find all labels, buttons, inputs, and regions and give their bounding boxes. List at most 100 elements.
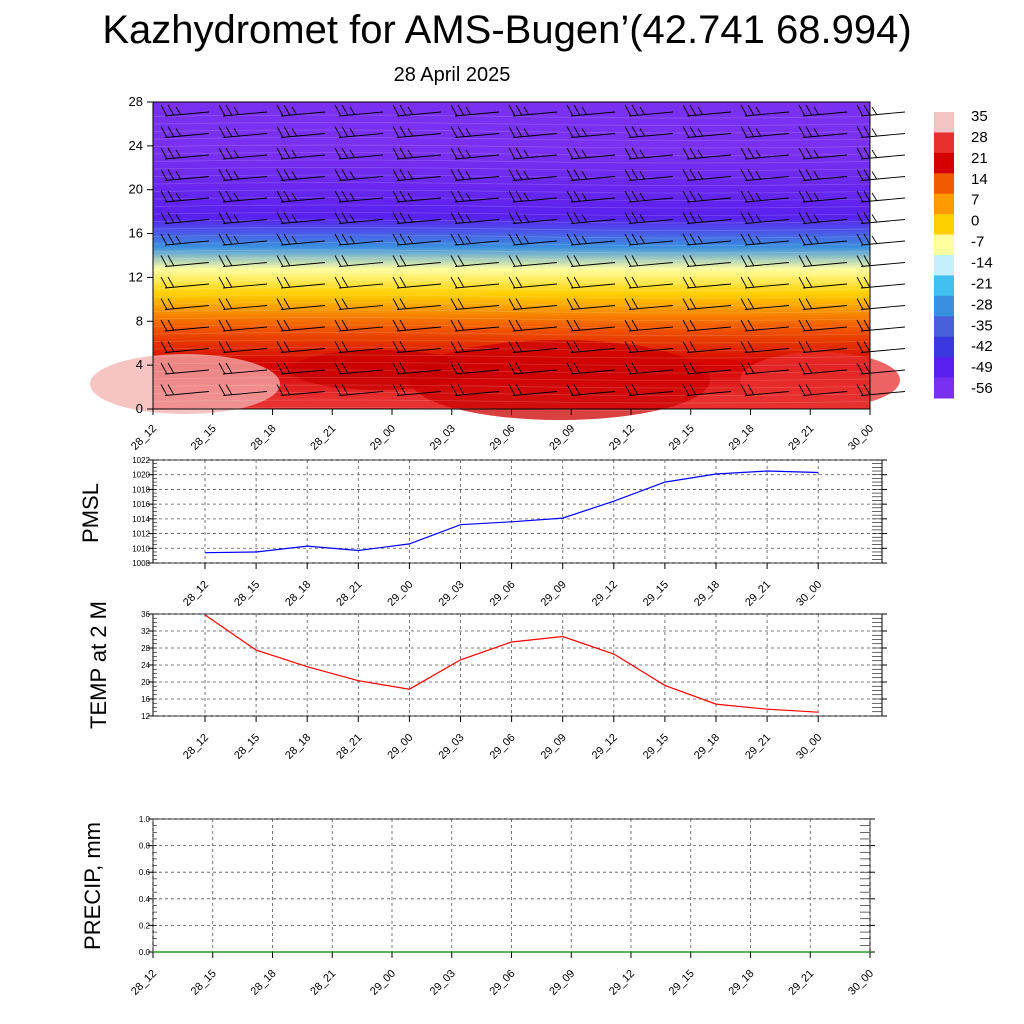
wind-barb (450, 233, 500, 246)
wind-barb (566, 190, 616, 203)
wind-barb (218, 169, 268, 181)
x-tick-label: 29_12 (607, 968, 637, 998)
wind-barb (682, 104, 732, 117)
wind-barb (276, 126, 326, 138)
x-tick-label: 29_06 (488, 732, 518, 762)
x-tick-label: 29_00 (385, 732, 415, 762)
chart-subtitle: 28 April 2025 (393, 64, 511, 86)
wind-barb (508, 384, 558, 396)
x-tick-label: 28_21 (308, 968, 338, 998)
colorbar-segment (934, 336, 954, 358)
colorbar-segment (934, 193, 954, 215)
wind-barb (276, 212, 326, 224)
wind-barb (798, 104, 848, 117)
wind-barb (624, 362, 674, 375)
wind-barb (392, 384, 442, 396)
wind-barb (334, 341, 384, 353)
isotherm (152, 167, 871, 171)
isotherm (152, 384, 871, 389)
colorbar-label: -28 (971, 296, 993, 313)
colorbar-segment (934, 152, 954, 174)
wind-barb (856, 233, 906, 246)
wind-barb (392, 362, 442, 375)
wind-barb (160, 384, 210, 396)
wind-barb (508, 298, 558, 310)
wind-barb (276, 341, 326, 353)
wind-barb (218, 190, 268, 203)
wind-barb (798, 276, 848, 289)
wind-barb (276, 169, 326, 181)
isotherm (152, 257, 871, 261)
y-tick-label: 28 (129, 94, 143, 109)
wind-barb (624, 384, 674, 396)
wind-barb (450, 190, 500, 203)
x-tick-label: 29_00 (368, 423, 398, 453)
isotherm (152, 332, 871, 336)
wind-barb (740, 384, 790, 396)
y-tick-label: 12 (129, 269, 143, 284)
y-tick-label: 1010 (132, 544, 150, 553)
wind-barb (160, 126, 210, 138)
isotherm (152, 279, 871, 284)
wind-barb (798, 298, 848, 310)
wind-barb (276, 384, 326, 396)
x-tick-label: 29_06 (488, 423, 518, 453)
x-tick-label: 28_15 (189, 968, 219, 998)
wind-barb (798, 169, 848, 181)
x-tick-label: 28_12 (129, 968, 159, 998)
isotherm (152, 152, 871, 156)
wind-barb (856, 341, 906, 353)
wind-barb (392, 212, 442, 224)
x-tick-label: 29_09 (547, 968, 577, 998)
wind-barb (798, 212, 848, 224)
x-tick-label: 28_18 (249, 968, 279, 998)
wind-barb (798, 147, 848, 160)
wind-barb (508, 276, 558, 289)
isotherm (152, 234, 871, 239)
y-tick-label: 0.8 (139, 842, 151, 851)
wind-barb (450, 147, 500, 160)
wind-barb (334, 169, 384, 181)
isotherm (152, 114, 871, 119)
isotherm (152, 204, 871, 209)
x-tick-label: 28_21 (308, 423, 338, 453)
y-axis-title: PRECIP, mm (80, 822, 105, 950)
x-tick-label: 30_00 (794, 579, 824, 609)
colorbar-segment (934, 377, 954, 399)
wind-barb (276, 190, 326, 203)
wind-barb (334, 362, 384, 375)
wind-barb (682, 169, 732, 181)
wind-barb (218, 104, 268, 117)
wind-barb (160, 104, 210, 117)
colorbar-label: -42 (971, 338, 993, 355)
isotherm (152, 219, 871, 224)
wind-barb (682, 276, 732, 289)
wind-barb (508, 104, 558, 117)
warm-core (410, 340, 710, 420)
wind-barb (682, 126, 732, 138)
wind-barb (334, 319, 384, 332)
y-tick-label: 4 (136, 357, 143, 372)
wind-barb (392, 190, 442, 203)
wind-barb (392, 147, 442, 160)
colorbar-label: -14 (971, 255, 993, 272)
series-line (204, 614, 819, 713)
isotherm (152, 399, 871, 404)
wind-barb (856, 104, 906, 117)
wind-barb (218, 362, 268, 375)
x-tick-label: 28_12 (181, 732, 211, 762)
wind-barb (566, 341, 616, 353)
y-tick-label: 0.6 (139, 868, 151, 877)
y-tick-label: 1.0 (139, 815, 151, 824)
colorbar-segment (934, 234, 954, 256)
isotherm (152, 309, 871, 314)
wind-barb (392, 255, 442, 267)
colorbar-segment (934, 112, 954, 133)
wind-barb (856, 126, 906, 138)
x-tick-label: 29_03 (428, 968, 458, 998)
wind-barb (508, 212, 558, 224)
wind-barb (450, 362, 500, 375)
wind-barb (740, 169, 790, 181)
y-tick-label: 0.4 (139, 895, 151, 904)
colorbar-segment (934, 295, 954, 317)
